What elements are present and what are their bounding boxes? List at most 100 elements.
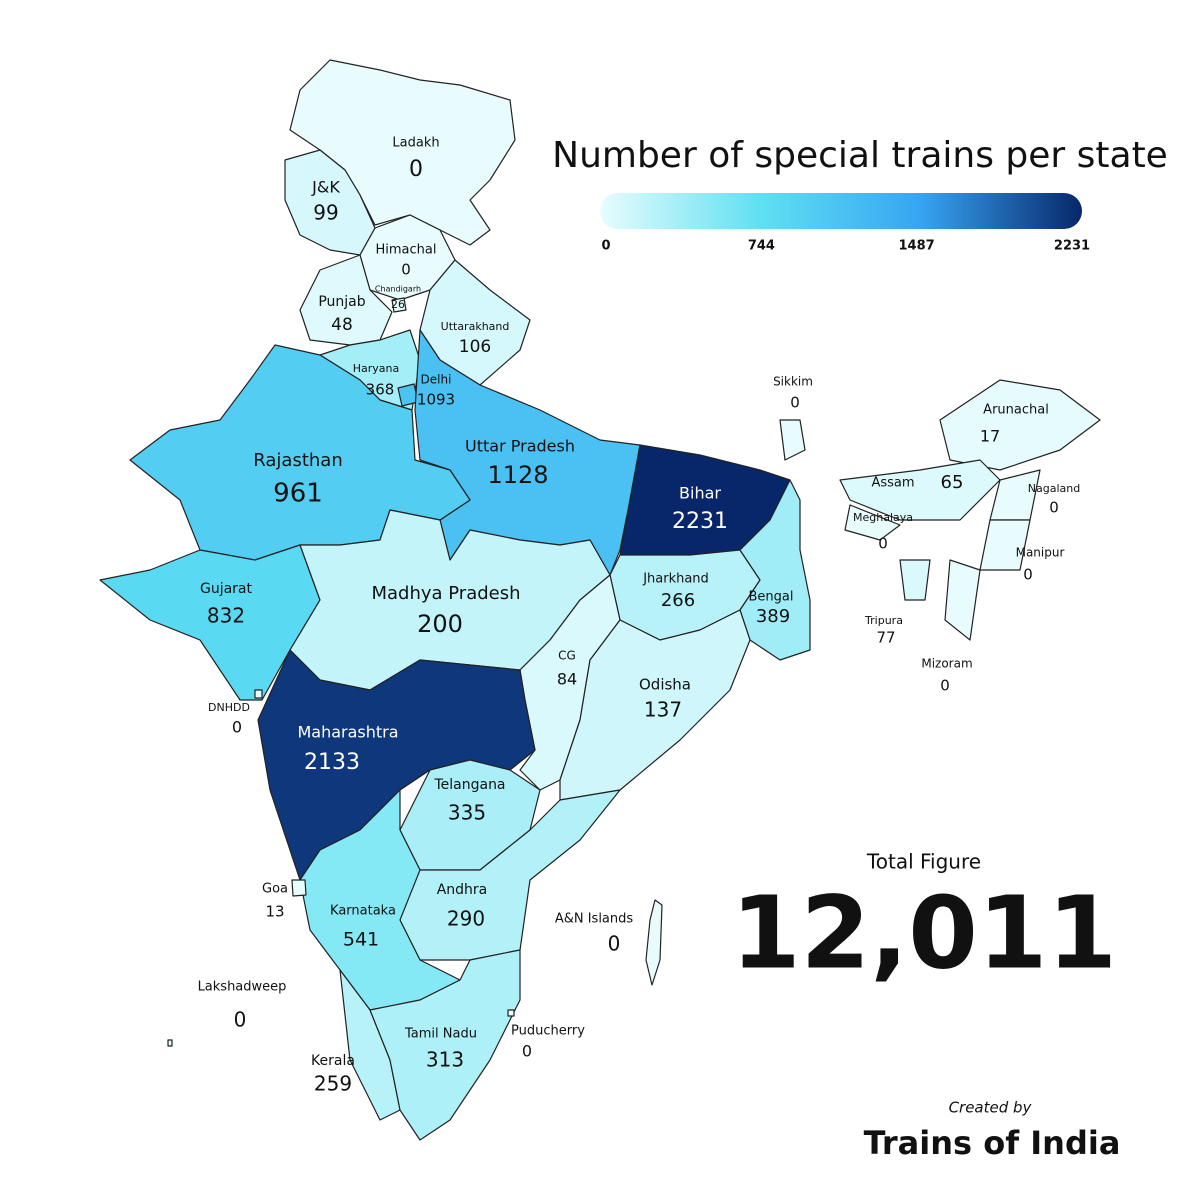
region bbox=[844, 504, 901, 541]
region-name: Andhra bbox=[437, 882, 488, 898]
region-name: Bengal bbox=[749, 590, 794, 605]
region-value: 0 bbox=[790, 394, 800, 412]
region-name: Chandigarh bbox=[375, 285, 421, 294]
region-value: 0 bbox=[409, 157, 423, 182]
region bbox=[507, 1009, 515, 1017]
region-name: Madhya Pradesh bbox=[371, 583, 520, 604]
region-value: 541 bbox=[343, 929, 379, 951]
region-name: Bihar bbox=[679, 484, 721, 503]
color-tick-label: 0 bbox=[601, 239, 610, 254]
region bbox=[559, 609, 751, 801]
region-value: 2231 bbox=[672, 509, 728, 534]
region bbox=[167, 1039, 173, 1047]
region-name: Assam bbox=[871, 476, 914, 491]
region-value: 200 bbox=[417, 610, 463, 638]
region-name: Uttarakhand bbox=[441, 320, 510, 333]
region-name: Himachal bbox=[376, 243, 437, 258]
region-value: 832 bbox=[207, 604, 245, 628]
region-name: Lakshadweep bbox=[198, 980, 287, 995]
region-value: 137 bbox=[644, 698, 682, 722]
region bbox=[254, 689, 263, 699]
region-name: Mizoram bbox=[921, 657, 972, 671]
region-value: 266 bbox=[661, 590, 695, 611]
region-name: CG bbox=[558, 649, 576, 663]
region-value: 0 bbox=[234, 1008, 247, 1032]
region-name: Ladakh bbox=[392, 136, 439, 151]
region-name: A&N Islands bbox=[555, 912, 634, 927]
region-value: 13 bbox=[265, 903, 284, 921]
region-name: Sikkim bbox=[773, 375, 813, 389]
region bbox=[899, 559, 931, 601]
region-name: Meghalaya bbox=[853, 511, 913, 524]
region-value: 48 bbox=[331, 315, 353, 335]
region-value: 0 bbox=[232, 718, 242, 737]
chart-title: Number of special trains per state bbox=[552, 135, 1168, 176]
region-name: Manipur bbox=[1016, 546, 1065, 560]
region-value: 0 bbox=[1049, 499, 1059, 517]
region-value: 389 bbox=[756, 606, 790, 627]
region bbox=[645, 899, 663, 986]
region-name: Jharkhand bbox=[642, 572, 709, 587]
region-name: Tripura bbox=[864, 614, 903, 627]
region-value: 84 bbox=[557, 670, 577, 689]
region-name: Uttar Pradesh bbox=[465, 437, 575, 456]
region-value: 17 bbox=[980, 427, 1000, 446]
region-name: Rajasthan bbox=[253, 450, 342, 471]
region-value: 1128 bbox=[487, 461, 548, 489]
region-value: 290 bbox=[447, 907, 485, 931]
region-value: 0 bbox=[1023, 566, 1033, 584]
region-value: 0 bbox=[522, 1042, 532, 1061]
region-value: 961 bbox=[273, 479, 323, 509]
region-value: 0 bbox=[878, 535, 888, 553]
region bbox=[839, 459, 1001, 521]
region-value: 1093 bbox=[417, 391, 455, 409]
color-tick-label: 2231 bbox=[1054, 239, 1090, 254]
region bbox=[391, 297, 407, 313]
region bbox=[979, 519, 1031, 571]
credit: Trains of India bbox=[864, 1124, 1121, 1162]
region-name: Tamil Nadu bbox=[404, 1027, 477, 1042]
map-regions bbox=[99, 59, 1101, 1141]
region-name: Maharashtra bbox=[297, 723, 398, 742]
region-name: Odisha bbox=[639, 676, 691, 694]
map-labels: Ladakh 0 J&K 99 Himachal 0 Chandigarh 26 Punjab 4… bbox=[198, 136, 1081, 1096]
region-name: Punjab bbox=[318, 294, 365, 310]
region-value: 335 bbox=[448, 801, 486, 825]
color-bar bbox=[600, 193, 1082, 229]
region-value: 106 bbox=[459, 337, 491, 357]
region-value: 259 bbox=[314, 1072, 352, 1096]
region-name: J&K bbox=[311, 178, 340, 197]
region-name: Nagaland bbox=[1028, 482, 1080, 495]
region-value: 26 bbox=[391, 298, 405, 311]
region-value: 2133 bbox=[304, 750, 360, 775]
region-value: 368 bbox=[366, 381, 395, 399]
region-value: 0 bbox=[401, 261, 411, 279]
region-value: 77 bbox=[876, 629, 895, 647]
region-name: Arunachal bbox=[983, 403, 1049, 418]
total-title: Total Figure bbox=[866, 850, 981, 874]
region-value: 0 bbox=[608, 932, 621, 956]
region-name: Telangana bbox=[433, 777, 505, 793]
total-figure: 12,011 bbox=[731, 874, 1117, 991]
color-tick-label: 744 bbox=[748, 239, 775, 254]
region bbox=[779, 419, 806, 461]
region-name: Gujarat bbox=[200, 581, 253, 597]
region-name: Karnataka bbox=[330, 904, 396, 919]
region-name: Goa bbox=[262, 882, 288, 897]
region bbox=[291, 879, 307, 897]
region bbox=[739, 479, 811, 661]
region-value: 313 bbox=[426, 1048, 464, 1072]
region bbox=[944, 559, 981, 641]
region-value: 0 bbox=[940, 677, 950, 695]
region-name: DNHDD bbox=[208, 701, 250, 714]
region-name: Puducherry bbox=[511, 1024, 585, 1039]
color-tick-label: 1487 bbox=[899, 239, 935, 254]
region bbox=[939, 379, 1101, 471]
region-name: Kerala bbox=[311, 1053, 355, 1069]
region bbox=[369, 949, 521, 1141]
region-value: 65 bbox=[941, 472, 964, 493]
region bbox=[99, 544, 321, 701]
credit-prefix: Created by bbox=[949, 1099, 1033, 1117]
region-value: 99 bbox=[313, 201, 338, 225]
